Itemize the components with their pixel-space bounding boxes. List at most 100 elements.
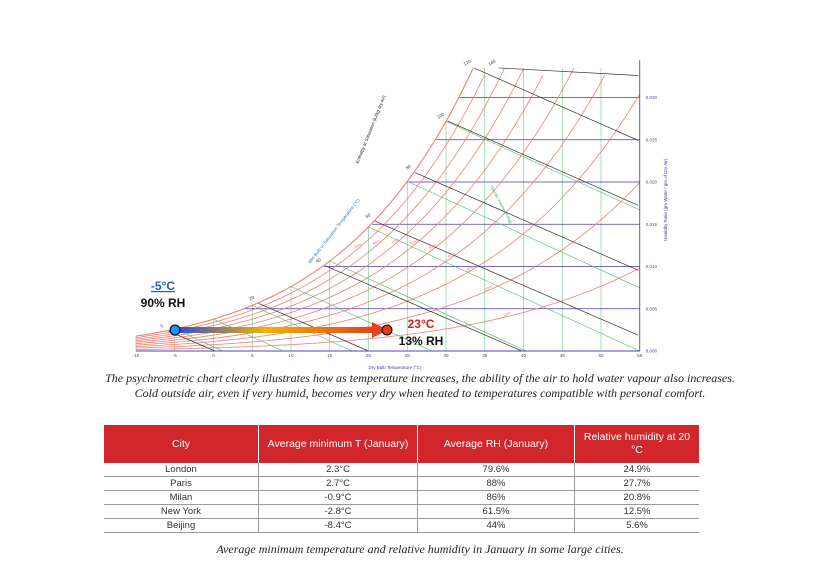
wetbulb-line (290, 286, 432, 352)
wetbulb-line (329, 260, 527, 352)
rh-curve (135, 182, 641, 349)
table-row: Milan -0.9°C 86% 20.8% (104, 490, 699, 505)
rh-label: 90% (353, 241, 363, 249)
table-header-row: City Average minimum T (January) Average… (104, 425, 699, 463)
enthalpy-labels: 0 20 40 60 80 100 120 140 (159, 58, 496, 328)
rh-20c-cell: 24.9% (574, 463, 699, 477)
enthalpy-line (447, 120, 639, 206)
enthalpy-label: 100 (436, 111, 445, 119)
enthalpy-label: 40 (315, 257, 322, 264)
wetbulb-axis-label: Wet Bulb or Saturation Temperature (°C) (307, 197, 361, 264)
psychrometric-chart: -10 -5 0 5 10 15 20 25 30 35 40 45 50 55 0.0000.0050.… (133, 58, 668, 370)
enthalpy-label: 80 (405, 164, 412, 171)
x-tick-label: 0 (212, 353, 215, 358)
wetbulb-line (407, 181, 640, 289)
min-temp-cell: 2.7°C (258, 476, 418, 491)
wetbulb-line (368, 226, 640, 352)
rh-label: 30% (465, 264, 475, 272)
x-tick-label: 5 (251, 353, 254, 358)
y-tick-label: 0.010 (646, 264, 658, 269)
city-humidity-table: City Average minimum T (January) Average… (104, 425, 699, 533)
avg-rh-cell: 88% (417, 476, 575, 491)
heating-arrow-head (372, 322, 388, 338)
x-tick-labels: -10 -5 0 5 10 15 20 25 30 35 40 45 50 55 (133, 353, 643, 358)
avg-rh-cell: 61.5% (417, 504, 575, 519)
rh-label: 70% (391, 237, 401, 245)
rh-label: 50% (428, 242, 438, 250)
rh-curves (135, 67, 641, 350)
city-cell: Paris (104, 476, 259, 491)
chart-axes (136, 60, 641, 352)
table-row: London 2.3°C 79.6% 24.9% (104, 463, 699, 477)
y-tick-label: 0.015 (646, 222, 658, 227)
header-avg-rh: Average RH (January) (417, 425, 575, 463)
x-tick-label: 20 (366, 353, 372, 358)
avg-rh-cell: 44% (417, 518, 575, 533)
specific-volume-label: Specific Volume (m³/kg) (489, 184, 514, 224)
x-tick-label: -10 (133, 353, 140, 358)
min-temp-cell: -8.4°C (258, 518, 418, 533)
enthalpy-line (473, 67, 639, 141)
header-city: City (104, 425, 259, 463)
table-row: Beijing -8.4°C 44% 5.6% (104, 518, 699, 533)
x-tick-label: 25 (405, 353, 411, 358)
rh-20c-cell: 12.5% (574, 504, 699, 519)
rh-curve (135, 93, 641, 347)
city-cell: Milan (104, 490, 259, 505)
y-axis-label: Humidity Ratio (gm Water / gm of Dry Air… (663, 158, 668, 241)
rh-20c-cell: 5.6% (574, 518, 699, 533)
enthalpy-label: 20 (248, 294, 255, 301)
rh-curve (135, 68, 505, 340)
table-row: Paris 2.7°C 88% 27.7% (104, 476, 699, 491)
y-tick-label: 0.025 (646, 137, 658, 142)
wetbulb-line (445, 121, 640, 211)
wetbulb-line (213, 318, 284, 352)
header-rh-20c: Relative humidity at 20 °C (574, 425, 699, 463)
enthalpy-label: 60 (365, 212, 372, 219)
x-axis-label: Dry Bulb Temperature (°C) (369, 365, 422, 370)
rh-label: 10% (502, 310, 512, 318)
enthalpy-line (498, 67, 639, 76)
table-row: New York -2.8°C 61.5% 12.5% (104, 504, 699, 519)
start-rh-label: 90% RH (141, 296, 186, 310)
rh-curve (135, 75, 544, 343)
end-point-marker (381, 324, 393, 336)
city-cell: New York (104, 504, 259, 519)
enthalpy-line (374, 220, 639, 336)
enthalpy-axis-label: Enthalpy at Saturation (kJ/kg dry Air) (355, 94, 387, 164)
rh-labels: 10% 20% 30% 40% 50% 60% 70% 80% 90% (353, 237, 512, 319)
chart-caption-line-1: The psychrometric chart clearly illustra… (105, 371, 735, 385)
end-temperature-label: 23°C (408, 317, 435, 331)
y-tick-label: 0.000 (646, 349, 658, 354)
enthalpy-line (414, 172, 639, 271)
start-point-marker (169, 324, 181, 336)
rh-curve (136, 267, 640, 350)
header-avg-min-temp: Average minimum T (January) (258, 425, 418, 463)
y-tick-label: 0.030 (646, 95, 658, 100)
min-temp-cell: -2.8°C (258, 504, 418, 519)
x-tick-label: 45 (560, 353, 566, 358)
min-temp-cell: 2.3°C (258, 463, 418, 477)
x-tick-label: 30 (443, 353, 449, 358)
rh-20c-cell: 20.8% (574, 490, 699, 505)
rh-20c-cell: 27.7% (574, 476, 699, 491)
x-tick-label: 15 (327, 353, 333, 358)
rh-curve (135, 74, 606, 346)
min-temp-cell: -0.9°C (258, 490, 418, 505)
end-rh-label: 13% RH (399, 334, 444, 348)
x-tick-label: -5 (173, 353, 177, 358)
table-caption: Average minimum temperature and relative… (216, 542, 624, 556)
y-tick-label: 0.020 (646, 180, 658, 185)
enthalpy-line (324, 265, 523, 352)
y-tick-labels: 0.000 0.005 0.010 0.015 0.020 0.025 0.030 (646, 95, 658, 354)
chart-caption-line-2: Cold outside air, even if very humid, be… (134, 386, 706, 400)
rh-curve (135, 68, 575, 344)
chart-caption: The psychrometric chart clearly illustra… (0, 371, 840, 401)
x-tick-label: 55 (637, 353, 643, 358)
heating-arrow-shaft (176, 327, 374, 333)
rh-label: 20% (484, 284, 494, 292)
enthalpy-label: 140 (487, 58, 496, 66)
avg-rh-cell: 86% (417, 490, 575, 505)
rh-curve (135, 67, 474, 337)
rh-label: 80% (372, 238, 382, 246)
